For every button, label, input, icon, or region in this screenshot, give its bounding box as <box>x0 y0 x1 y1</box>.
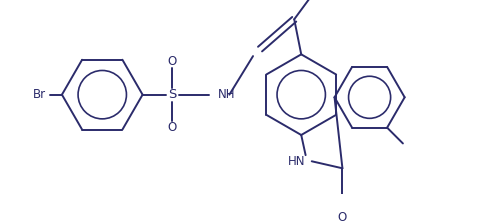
Text: O: O <box>168 55 177 68</box>
Text: O: O <box>338 211 347 221</box>
Text: S: S <box>168 88 176 101</box>
Text: NH: NH <box>218 88 236 101</box>
Text: Br: Br <box>33 88 46 101</box>
Text: O: O <box>168 122 177 134</box>
Text: HN: HN <box>288 155 305 168</box>
